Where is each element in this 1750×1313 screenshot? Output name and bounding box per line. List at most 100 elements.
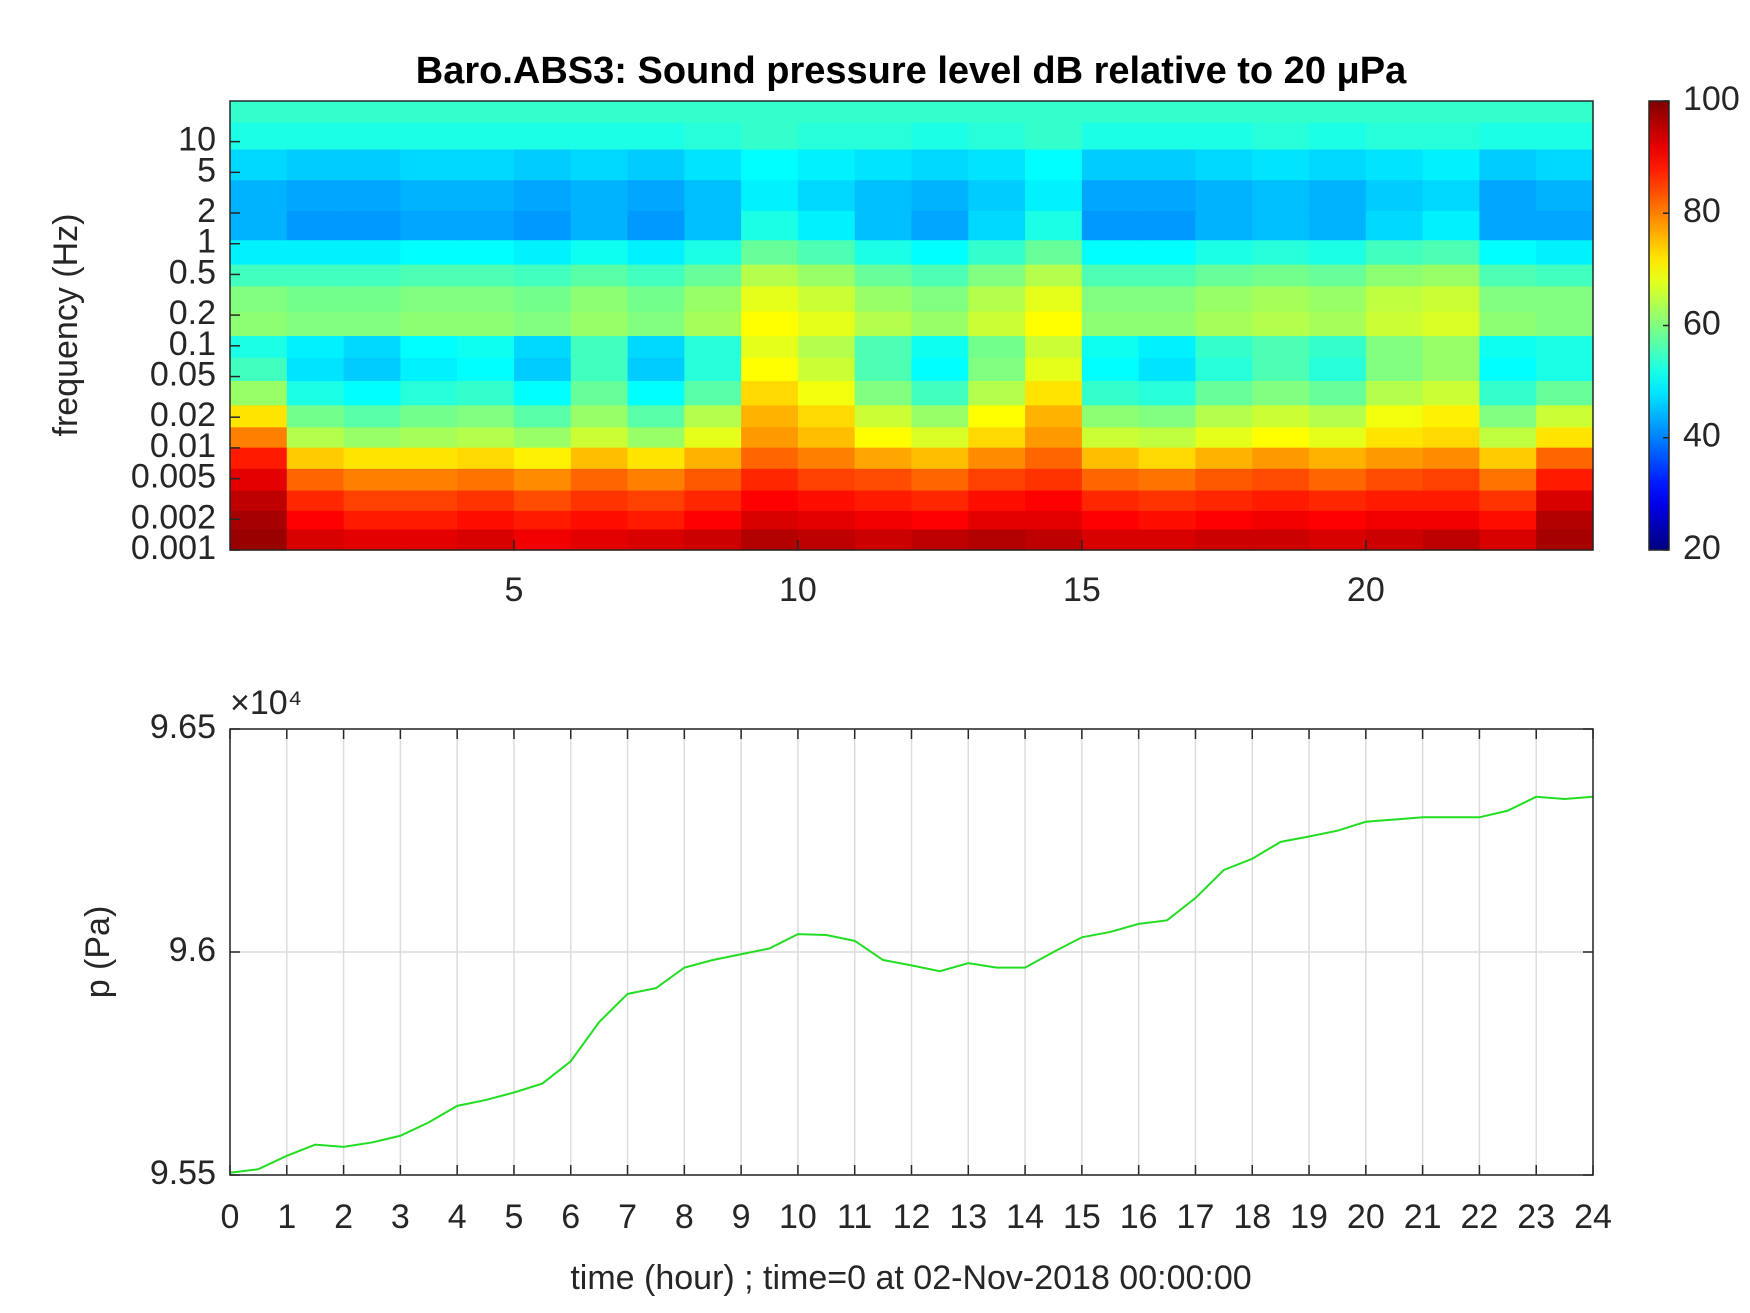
heatmap-cell [400, 239, 458, 265]
heatmap-cell [457, 489, 515, 511]
heatmap-cell [1252, 528, 1310, 551]
heatmap-cell [854, 426, 913, 448]
heatmap-cell [741, 489, 799, 511]
heatmap-cell [286, 122, 345, 150]
y-tick-label: 2 [197, 192, 216, 230]
heatmap-cell [400, 101, 458, 123]
x-tick-label: 23 [1517, 1198, 1555, 1236]
heatmap-cell [1025, 264, 1083, 287]
heatmap-cell [1309, 311, 1367, 336]
heatmap-cell [570, 335, 629, 358]
heatmap-cell [1252, 264, 1310, 287]
heatmap-cell [684, 468, 742, 491]
heatmap-cell [343, 210, 401, 241]
x-tick-label: 10 [779, 571, 817, 609]
y-tick-label: 10 [178, 121, 216, 159]
heatmap-cell [230, 122, 288, 150]
x-tick-label: 19 [1290, 1198, 1328, 1236]
heatmap-cell [1081, 380, 1140, 406]
heatmap-cell [1422, 122, 1481, 150]
heatmap-cell [1025, 447, 1083, 469]
heatmap-cell [1422, 426, 1481, 448]
heatmap-cell [513, 179, 572, 211]
heatmap-cell [797, 239, 856, 265]
heatmap-cell [286, 489, 345, 511]
heatmap-cell [1309, 510, 1367, 530]
heatmap-cell [1309, 122, 1367, 150]
heatmap-cell [457, 357, 515, 382]
heatmap-cell [343, 426, 401, 448]
heatmap-cell [1252, 426, 1310, 448]
x-tick-label: 5 [504, 1198, 523, 1236]
heatmap-cell [400, 528, 458, 551]
heatmap-cell [854, 468, 913, 491]
heatmap-cell [1081, 510, 1140, 530]
heatmap-cell [1479, 239, 1537, 265]
heatmap-cell [797, 357, 856, 382]
heatmap-cell [286, 528, 345, 551]
heatmap-cell [1365, 148, 1424, 181]
heatmap-cell [570, 380, 629, 406]
heatmap-cell [230, 447, 288, 469]
heatmap-cell [570, 239, 629, 265]
heatmap-cell [1309, 528, 1367, 551]
heatmap-cell [570, 122, 629, 150]
heatmap-cell [911, 447, 969, 469]
heatmap-cell [911, 101, 969, 123]
heatmap-cell [457, 239, 515, 265]
heatmap-cell [854, 285, 913, 312]
heatmap-cell [286, 426, 345, 448]
heatmap-cell [286, 380, 345, 406]
heatmap-cell [1479, 101, 1537, 123]
heatmap-cell [1252, 510, 1310, 530]
heatmap-cell [1536, 335, 1594, 358]
heatmap-cell [1195, 380, 1253, 406]
heatmap-cell [911, 335, 969, 358]
heatmap-cell [1195, 528, 1253, 551]
heatmap-cell [911, 210, 969, 241]
heatmap-cell [627, 122, 685, 150]
heatmap-cell [1309, 335, 1367, 358]
y-tick-label: 1 [197, 223, 216, 261]
heatmap-cell [457, 380, 515, 406]
y-axis-label: p (Pa) [79, 906, 117, 999]
heatmap-cell [1138, 489, 1197, 511]
heatmap-cell [1138, 335, 1197, 358]
heatmap-cell [968, 447, 1026, 469]
y-tick-label: 9.65 [150, 708, 216, 746]
heatmap-cell [1536, 122, 1594, 150]
heatmap-cell [627, 101, 685, 123]
heatmap-cell [1081, 489, 1140, 511]
heatmap-cell [513, 311, 572, 336]
heatmap-cell [797, 101, 856, 123]
heatmap-cell [1195, 404, 1253, 428]
heatmap-cell [797, 380, 856, 406]
heatmap-cell [1422, 335, 1481, 358]
heatmap-cell [570, 528, 629, 551]
heatmap-cell [854, 404, 913, 428]
heatmap-cell [854, 264, 913, 287]
heatmap-cell [286, 148, 345, 181]
heatmap-cell [230, 426, 288, 448]
heatmap-cell [286, 210, 345, 241]
heatmap-cell [513, 468, 572, 491]
heatmap-cell [457, 264, 515, 287]
heatmap-cell [1365, 285, 1424, 312]
heatmap-cell [230, 404, 288, 428]
x-tick-label: 12 [893, 1198, 931, 1236]
heatmap-cell [1479, 285, 1537, 312]
heatmap-cell [457, 148, 515, 181]
heatmap-cell [1252, 210, 1310, 241]
x-tick-label: 17 [1177, 1198, 1215, 1236]
heatmap-cell [741, 239, 799, 265]
heatmap-cell [1365, 468, 1424, 491]
heatmap-cell [1081, 404, 1140, 428]
heatmap-cell [1479, 210, 1537, 241]
heatmap-cell [684, 210, 742, 241]
heatmap-cell [741, 426, 799, 448]
heatmap-cell [911, 311, 969, 336]
heatmap-cell [1025, 468, 1083, 491]
heatmap-cell [1479, 528, 1537, 551]
heatmap-cell [513, 335, 572, 358]
heatmap-cell [1365, 239, 1424, 265]
